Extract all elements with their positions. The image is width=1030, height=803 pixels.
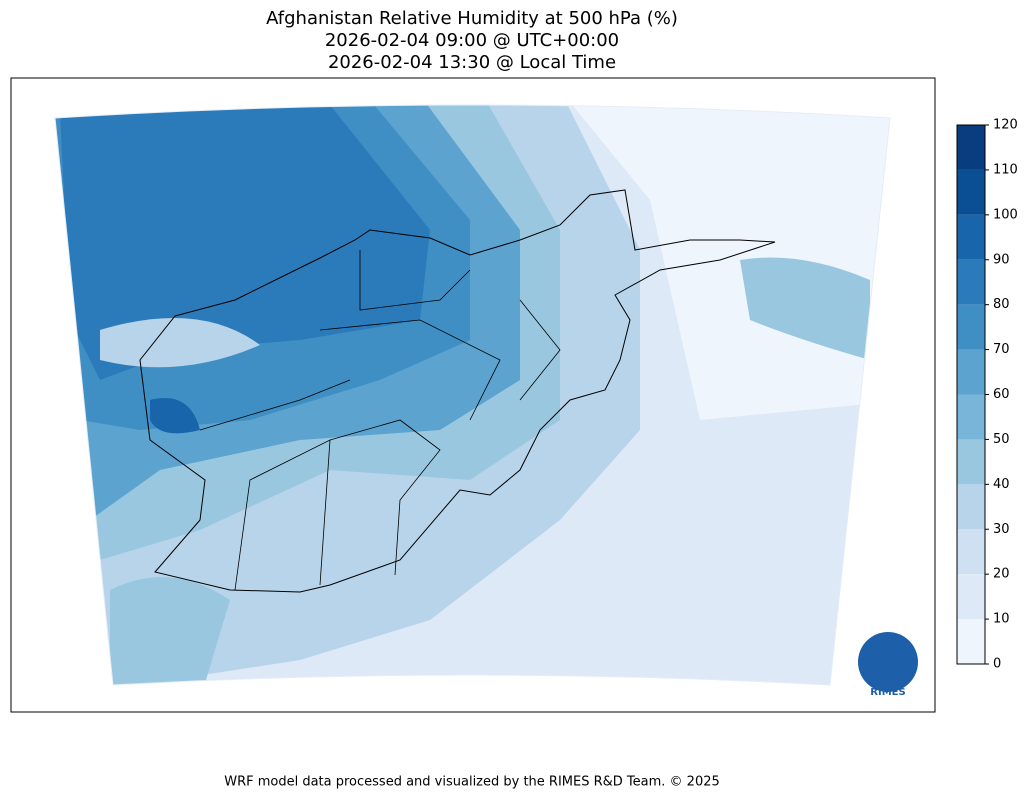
- colorbar-band: [957, 529, 985, 575]
- humidity-field: [55, 105, 890, 685]
- colorbar-band: [957, 394, 985, 440]
- domain-edge: [54, 104, 891, 686]
- colorbar: 0 10 20 30 40 50 60 70 80 90 100 110 120: [956, 118, 1018, 672]
- colorbar-tick-label: 100: [993, 207, 1018, 222]
- colorbar-tick-label: 0: [993, 657, 1001, 672]
- footer: WRF model data processed and visualized …: [224, 775, 720, 790]
- colorbar-tick-label: 10: [993, 612, 1010, 627]
- colorbar-band: [957, 349, 985, 395]
- colorbar-band: [957, 574, 985, 620]
- colorbar-band: [957, 259, 985, 305]
- logo: RIMES: [858, 632, 918, 698]
- colorbar-band: [957, 304, 985, 350]
- title-line: Afghanistan Relative Humidity at 500 hPa…: [266, 8, 678, 29]
- province-borders: [199, 250, 561, 591]
- colorbar-tick-label: 80: [993, 297, 1010, 312]
- colorbar-tick-label: 50: [993, 432, 1010, 447]
- colorbar-tick-label: 20: [993, 567, 1010, 582]
- colorbar-tick-label: 30: [993, 522, 1010, 537]
- title-line: 2026-02-04 13:30 @ Local Time: [328, 52, 616, 73]
- colorbar-tick-label: 70: [993, 342, 1010, 357]
- title-line: 2026-02-04 09:00 @ UTC+00:00: [325, 30, 619, 51]
- logo-text: RIMES: [870, 687, 905, 698]
- colorbar-band: [957, 439, 985, 485]
- country-border: [139, 189, 776, 593]
- colorbar-tick-label: 40: [993, 477, 1010, 492]
- colorbar-tick-label: 90: [993, 252, 1010, 267]
- colorbar-band: [957, 214, 985, 260]
- colorbar-band: [957, 619, 985, 664]
- colorbar-band: [957, 484, 985, 530]
- colorbar-tick-label: 120: [993, 118, 1018, 133]
- colorbar-band: [957, 169, 985, 215]
- colorbar-tick-label: 110: [993, 162, 1018, 177]
- colorbar-band: [957, 125, 985, 170]
- colorbar-tick-label: 60: [993, 387, 1010, 402]
